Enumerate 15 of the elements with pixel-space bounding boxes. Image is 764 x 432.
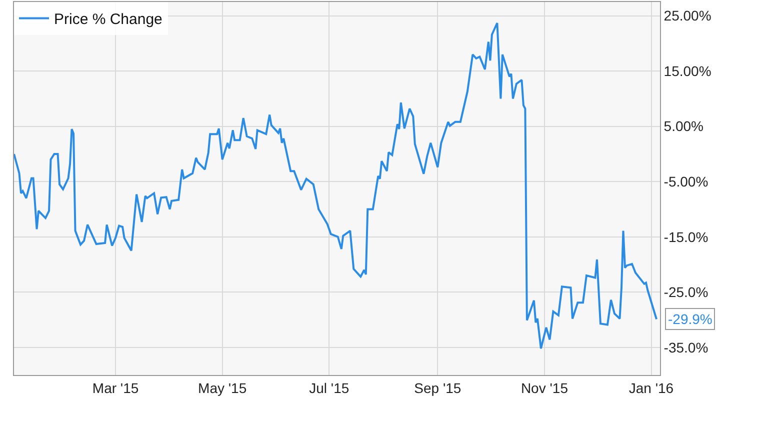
- x-tick-label: Jul '15: [309, 380, 350, 396]
- y-tick-label: -25.0%: [664, 284, 708, 300]
- y-tick-label: 15.00%: [664, 62, 712, 79]
- x-tick-label: Sep '15: [414, 380, 462, 396]
- x-tick-label: Nov '15: [520, 380, 568, 396]
- annotation: -29.9%: [668, 311, 712, 327]
- y-tick-label: 5.00%: [664, 118, 704, 134]
- y-tick-label: -15.0%: [664, 228, 708, 245]
- legend-label: Price % Change: [54, 11, 162, 28]
- x-tick-label: Mar '15: [92, 380, 139, 396]
- x-tick-label: May '15: [198, 380, 247, 396]
- y-tick-label: -35.0%: [664, 339, 708, 356]
- y-tick-label: 25.00%: [664, 8, 712, 24]
- y-tick-label: -5.00%: [664, 173, 708, 190]
- x-tick-label: Jan '16: [628, 380, 674, 396]
